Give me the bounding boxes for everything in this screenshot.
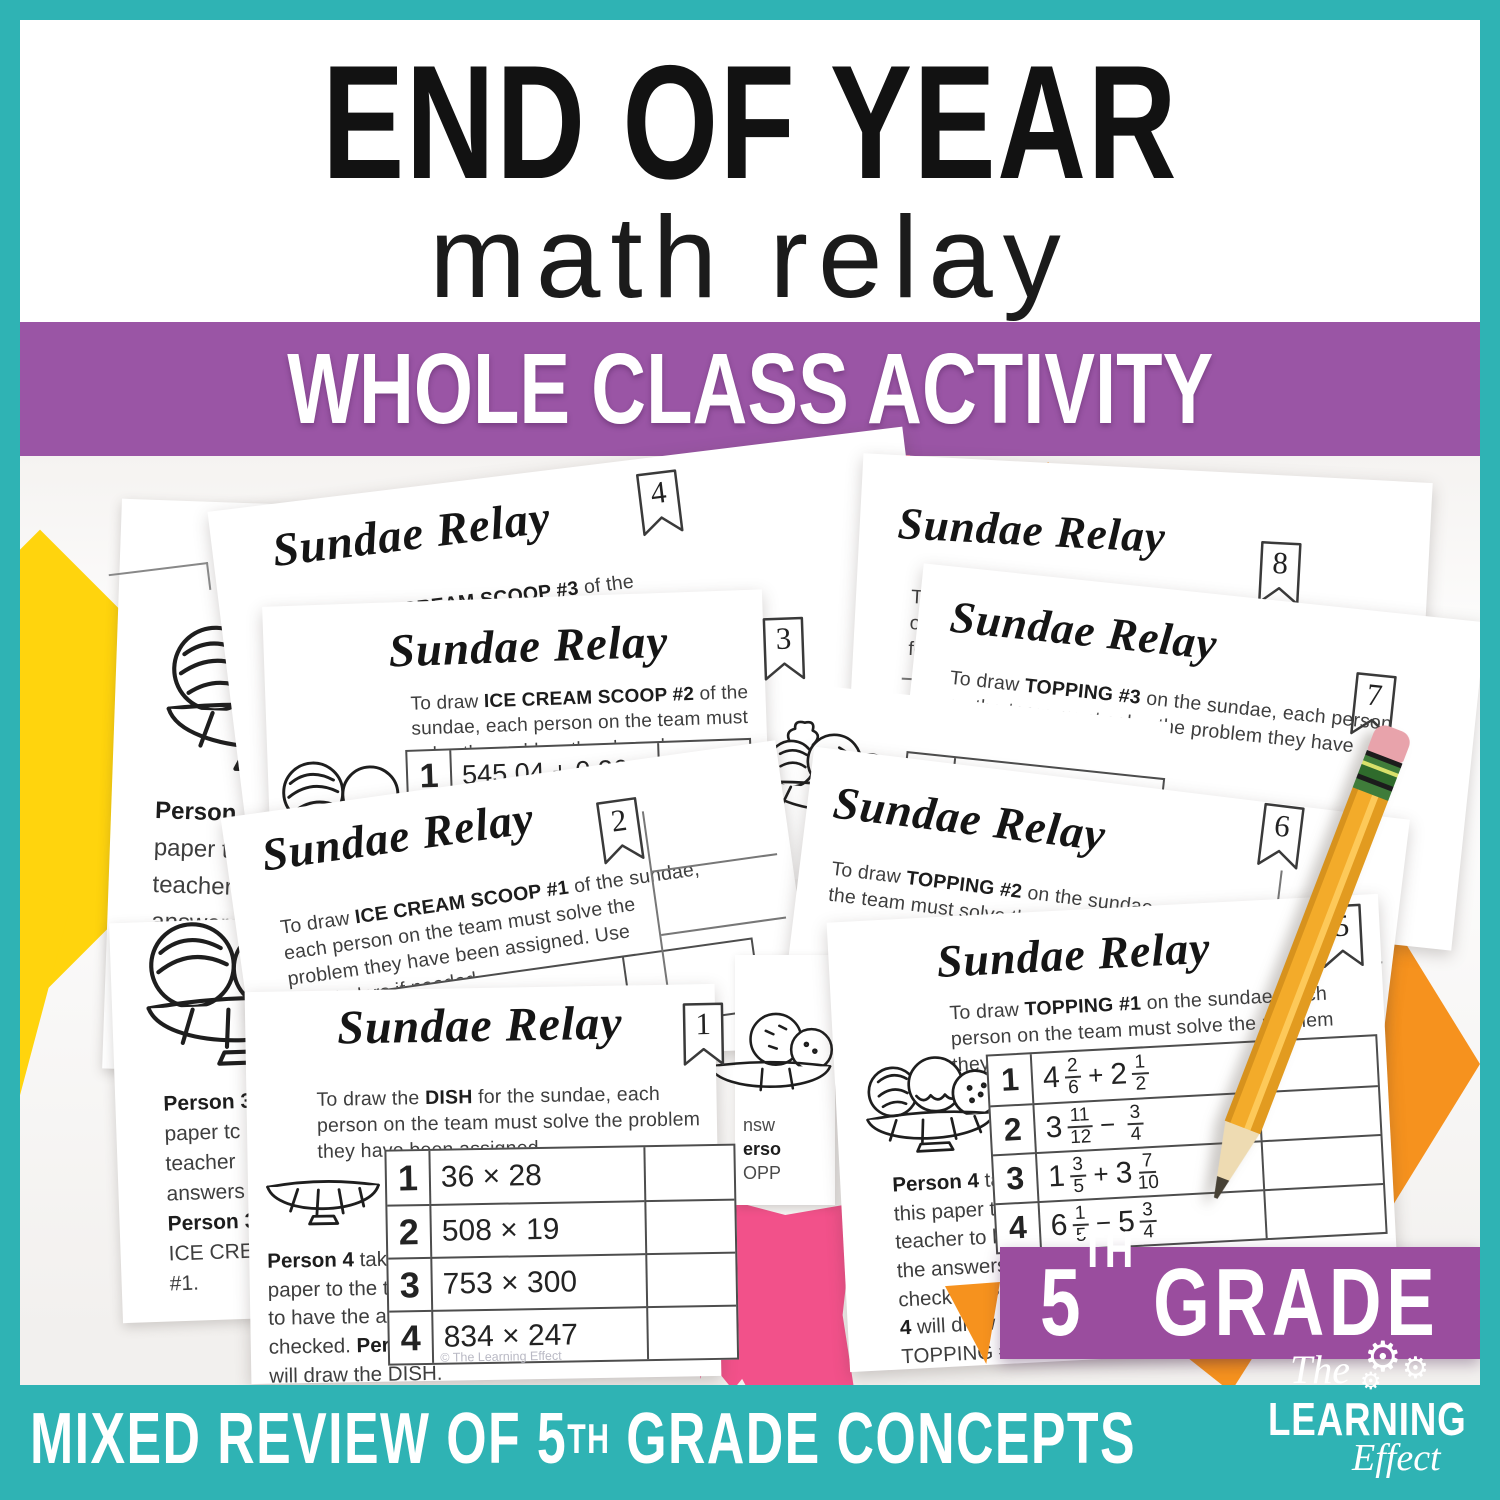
grade-badge: 5TH GRADE [1000, 1221, 1480, 1359]
gear-icon: ⚙ [1364, 1333, 1402, 1380]
banner: WHOLE CLASS ACTIVITY [20, 322, 1480, 456]
header: END OF YEAR math relay [20, 20, 1480, 322]
card-title: Sundae Relay [336, 996, 624, 1055]
worksheet-card-1: Sundae Relay 1 To draw the DISH for the … [244, 983, 740, 1388]
problem-table: 1 36 × 28 2 508 × 19 3 753 × 300 4 834 ×… [384, 1143, 740, 1366]
page-subtitle: math relay [429, 192, 1071, 322]
dish-icon [266, 1179, 380, 1226]
card-title: Sundae Relay [935, 921, 1212, 988]
page-title: END OF YEAR [322, 32, 1178, 213]
worksheet-card-6: Sundae Relay 6 To draw TOPPING #2 on the… [774, 746, 1410, 1148]
card-title: Sundae Relay [269, 491, 554, 578]
gear-icon: ⚙ [1402, 1352, 1429, 1385]
problem-table: 1 4 2 6 +2 1 2 2 3 11 12−3 4 3 1 3 5 +3 7 10 4 6 1 5−5 3… [985, 1034, 1388, 1255]
flag-8-icon: 8 [1256, 540, 1303, 608]
card-title: Sundae Relay [830, 776, 1109, 861]
cut-note-fragment: nsw erso OPP [743, 1115, 782, 1183]
worksheet-sliver-hidden-card: nsw erso OPP [708, 955, 835, 1205]
card-title: Sundae Relay [947, 591, 1220, 670]
worksheet-card-4: Sundae Relay 4 To draw ICE CREAM SCOOP #… [207, 426, 943, 840]
logo-the: The [1290, 1347, 1350, 1392]
logo-effect: Effect [1352, 1437, 1441, 1479]
worksheet-card-8: Sundae Relay 8 To draw the CHERRY on the… [847, 453, 1433, 793]
worksheet-card-5: Sundae Relay 5 To draw TOPPING #1 on the… [826, 893, 1402, 1373]
brand-logo: The ⚙ ⚙ ⚙ LEARNING Effect [1268, 1336, 1493, 1482]
sundae-icon [708, 1012, 834, 1092]
gear-icon: ⚙ [1360, 1368, 1382, 1395]
card-title: Sundae Relay [896, 498, 1168, 563]
bottom-headline: MIXED REVIEW OF 5TH GRADE CONCEPTS [30, 1399, 1137, 1479]
worksheet-card-2: Sundae Relay 2 To draw ICE CREAM SCOOP #… [220, 740, 810, 1071]
flag-6-icon: 6 [1255, 802, 1307, 873]
flag-2-icon: 2 [594, 796, 647, 867]
card-title: Sundae Relay [387, 615, 670, 678]
flag-4-icon: 4 [634, 468, 686, 539]
banner-label: WHOLE CLASS ACTIVITY [286, 333, 1214, 445]
flag-1-icon: 1 [681, 1002, 726, 1069]
flag-3-icon: 3 [761, 616, 807, 683]
logo-learning: LEARNING [1268, 1393, 1467, 1445]
